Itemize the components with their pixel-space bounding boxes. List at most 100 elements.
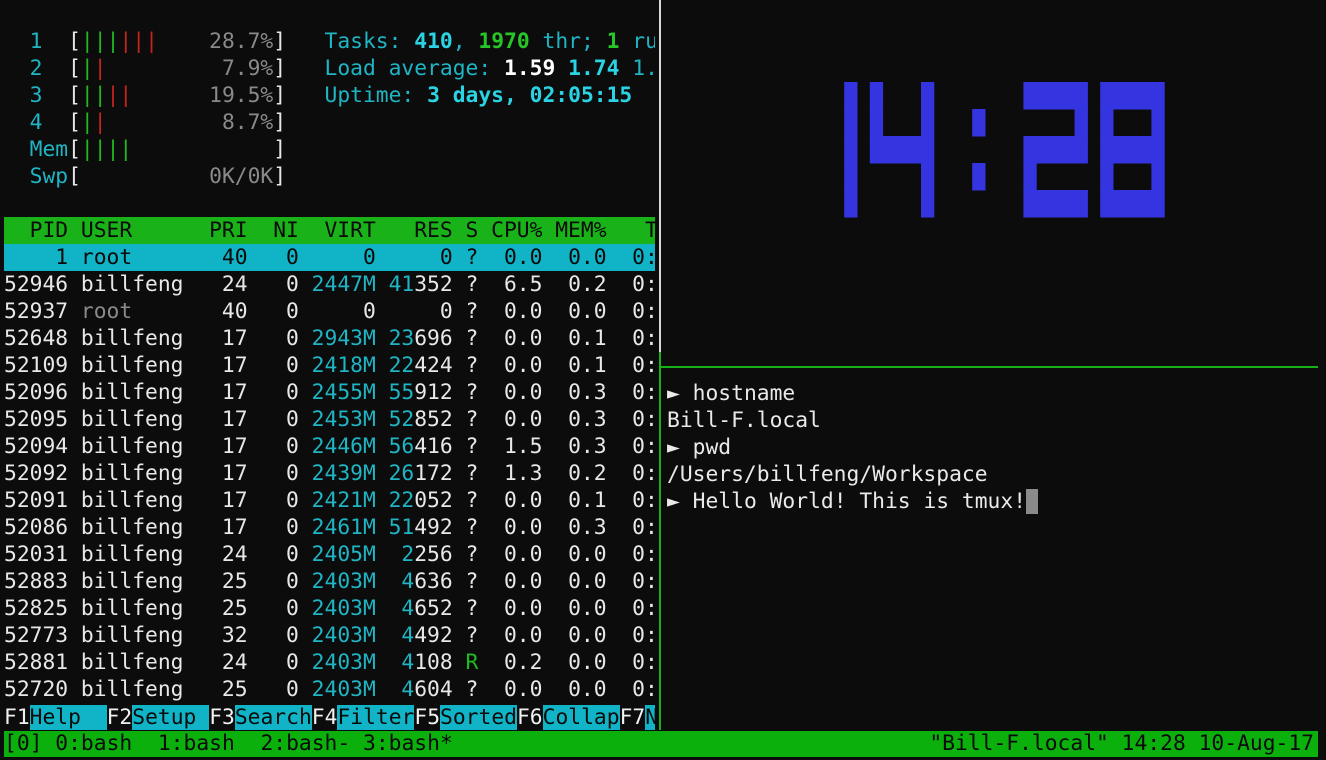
- column-header-ni[interactable]: NI: [273, 218, 299, 243]
- cpu-bar-segment: |: [93, 83, 107, 108]
- fkey-key: F3: [209, 705, 235, 730]
- column-header-time[interactable]: T: [644, 218, 655, 243]
- column-header-cpu[interactable]: CPU%: [491, 218, 543, 243]
- pane-divider-vertical-active[interactable]: [659, 352, 661, 730]
- fkey-f4-button[interactable]: F4Filter: [312, 705, 415, 730]
- cpu-percent: 0.0: [503, 407, 543, 432]
- state: ?: [465, 677, 479, 702]
- res-high: 56: [388, 434, 415, 459]
- priority: 25: [221, 677, 248, 702]
- column-header-mem[interactable]: MEM%: [555, 218, 607, 243]
- process-row[interactable]: 1 root 40 0 0 0? 0.0 0.0 0:: [4, 244, 655, 271]
- running-count: 1: [606, 29, 620, 54]
- state: ?: [465, 461, 479, 486]
- bracket-close: ]: [273, 83, 287, 108]
- prompt-arrow-icon: ►: [667, 489, 693, 514]
- nice: 0: [286, 380, 299, 405]
- res-high: 41: [388, 272, 415, 297]
- res-high: 4: [401, 650, 415, 675]
- mem-percent: 0.3: [568, 434, 607, 459]
- user: billfeng: [80, 515, 184, 540]
- state: ?: [465, 272, 479, 297]
- clock-pixel: [921, 163, 935, 191]
- column-header-res[interactable]: RES: [414, 218, 453, 243]
- clock-pixel: [1100, 136, 1114, 164]
- process-row[interactable]: 52937 root 40 0 0 0? 0.0 0.0 0:: [4, 298, 655, 325]
- priority: 17: [221, 515, 248, 540]
- pid: 52092: [4, 461, 69, 486]
- clock-pixel: [1061, 136, 1076, 164]
- cpu-percent: 0.0: [503, 299, 543, 324]
- shell-command-line: ► pwd: [667, 434, 731, 461]
- res: 0: [439, 245, 453, 270]
- res-low: 424: [414, 353, 453, 378]
- fkey-f1-button[interactable]: F1Help: [4, 705, 107, 730]
- window-list[interactable]: 0:bash 1:bash 2:bash- 3:bash*: [42, 731, 453, 756]
- clock-pixel: [1049, 190, 1063, 218]
- fkey-label: Filter: [337, 705, 415, 730]
- fkey-f6-button[interactable]: F6Collap: [517, 705, 620, 730]
- clock-digit: [1100, 82, 1165, 218]
- session-name: [0]: [4, 731, 43, 756]
- fkey-f3-button[interactable]: F3Search: [209, 705, 312, 730]
- column-header-user[interactable]: USER: [80, 218, 133, 243]
- fkey-f2-button[interactable]: F2Setup: [107, 705, 210, 730]
- time: 0:: [632, 461, 655, 486]
- fkey-label: Collap: [542, 705, 620, 730]
- swap-value: 0K/0K: [209, 164, 274, 189]
- cpu-bar-segment: |: [106, 29, 120, 54]
- cpu-label: 1: [29, 29, 43, 54]
- res-high: 2: [401, 542, 415, 567]
- bracket-open: [: [68, 137, 81, 162]
- terminal-cursor[interactable]: [1026, 489, 1039, 514]
- clock-pixel: [1074, 136, 1088, 164]
- pane-divider-vertical[interactable]: [659, 0, 661, 367]
- clock-pixel: [1023, 82, 1037, 110]
- cpu-percent: 0.0: [503, 353, 543, 378]
- res-high: 4: [401, 596, 415, 621]
- column-header-pri[interactable]: PRI: [209, 218, 248, 243]
- clock-pixel: [1023, 190, 1037, 218]
- pane-divider-horizontal[interactable]: [660, 366, 1318, 368]
- priority: 17: [221, 407, 248, 432]
- clock-pixel: [1036, 136, 1050, 164]
- time: 0:: [632, 380, 655, 405]
- time: 0:: [632, 299, 655, 324]
- res-low: 352: [414, 272, 453, 297]
- time: 0:: [632, 245, 655, 270]
- fkey-f7-button[interactable]: F7N: [620, 705, 655, 730]
- pid: 52031: [4, 542, 69, 567]
- fkey-key: F6: [516, 705, 543, 730]
- res: 0: [439, 299, 453, 324]
- clock-pixel: [1138, 190, 1152, 218]
- cpu-percent: 1.3: [503, 461, 543, 486]
- column-header-pid[interactable]: PID: [29, 218, 69, 243]
- state: ?: [465, 596, 479, 621]
- column-header-virt[interactable]: VIRT: [324, 218, 376, 243]
- column-header-s[interactable]: S: [465, 218, 479, 243]
- time: 0:: [632, 515, 655, 540]
- mem-percent: 0.1: [568, 488, 607, 513]
- clock-pixel: [1151, 109, 1165, 137]
- state: ?: [465, 434, 479, 459]
- time: 0:: [632, 569, 655, 594]
- priority: 24: [221, 272, 248, 297]
- fkey-f5-button[interactable]: F5Sorted: [414, 705, 517, 730]
- nice: 0: [286, 245, 299, 270]
- state: ?: [465, 515, 479, 540]
